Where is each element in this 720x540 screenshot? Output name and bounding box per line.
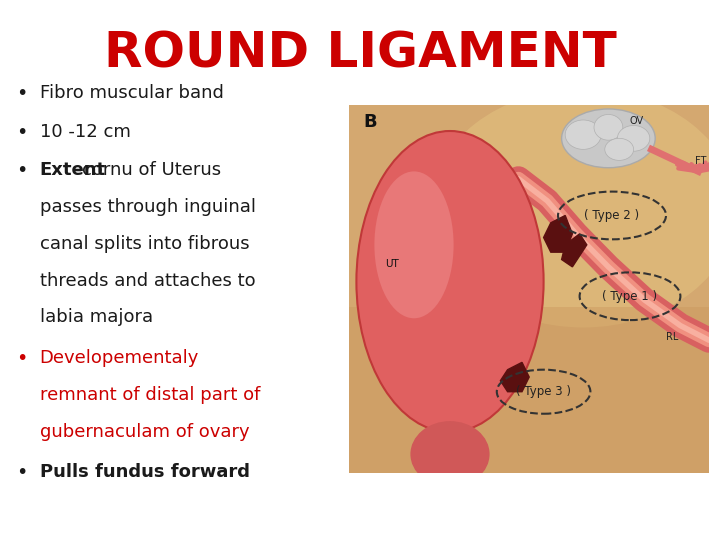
Text: •: • bbox=[16, 463, 27, 482]
Text: threads and attaches to: threads and attaches to bbox=[40, 272, 255, 289]
Ellipse shape bbox=[605, 138, 634, 160]
FancyBboxPatch shape bbox=[349, 105, 709, 472]
Text: canal splits into fibrous: canal splits into fibrous bbox=[40, 235, 249, 253]
Text: •: • bbox=[16, 84, 27, 103]
Text: passes through inguinal: passes through inguinal bbox=[40, 198, 256, 216]
Text: •: • bbox=[16, 349, 27, 368]
Text: gubernaculam of ovary: gubernaculam of ovary bbox=[40, 423, 249, 441]
Text: ( Type 3 ): ( Type 3 ) bbox=[516, 385, 571, 398]
Text: •: • bbox=[16, 161, 27, 180]
Text: •: • bbox=[16, 123, 27, 141]
Text: labia majora: labia majora bbox=[40, 308, 153, 326]
Text: RL: RL bbox=[666, 332, 678, 342]
Ellipse shape bbox=[594, 114, 623, 140]
Text: –cornu of Uterus: –cornu of Uterus bbox=[73, 161, 221, 179]
FancyBboxPatch shape bbox=[349, 307, 709, 472]
Polygon shape bbox=[544, 215, 572, 252]
Text: remnant of distal part of: remnant of distal part of bbox=[40, 386, 260, 404]
Text: Pulls fundus forward: Pulls fundus forward bbox=[40, 463, 250, 482]
Text: Developementaly: Developementaly bbox=[40, 349, 199, 367]
Ellipse shape bbox=[410, 421, 490, 487]
Text: 10 -12 cm: 10 -12 cm bbox=[40, 123, 130, 140]
Text: B: B bbox=[364, 113, 377, 131]
Text: ( Type 1 ): ( Type 1 ) bbox=[603, 290, 657, 303]
Polygon shape bbox=[500, 362, 529, 392]
Polygon shape bbox=[562, 234, 587, 267]
Ellipse shape bbox=[618, 125, 650, 151]
Text: OV: OV bbox=[630, 116, 644, 126]
Text: UT: UT bbox=[385, 259, 399, 269]
Text: Extent: Extent bbox=[40, 161, 106, 179]
Ellipse shape bbox=[565, 120, 601, 150]
Ellipse shape bbox=[374, 171, 454, 318]
Text: Fibro muscular band: Fibro muscular band bbox=[40, 84, 223, 102]
Ellipse shape bbox=[356, 131, 544, 432]
Text: FT: FT bbox=[695, 156, 706, 166]
Text: ROUND LIGAMENT: ROUND LIGAMENT bbox=[104, 30, 616, 78]
Text: ( Type 2 ): ( Type 2 ) bbox=[585, 209, 639, 222]
Ellipse shape bbox=[562, 109, 655, 168]
Ellipse shape bbox=[431, 89, 720, 327]
